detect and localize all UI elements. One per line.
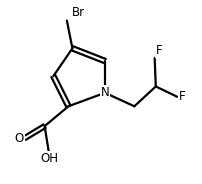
Text: OH: OH (40, 152, 58, 164)
Text: F: F (156, 44, 163, 57)
Text: O: O (15, 132, 24, 145)
Text: N: N (101, 86, 109, 99)
Text: Br: Br (72, 6, 85, 19)
Text: F: F (179, 90, 185, 103)
